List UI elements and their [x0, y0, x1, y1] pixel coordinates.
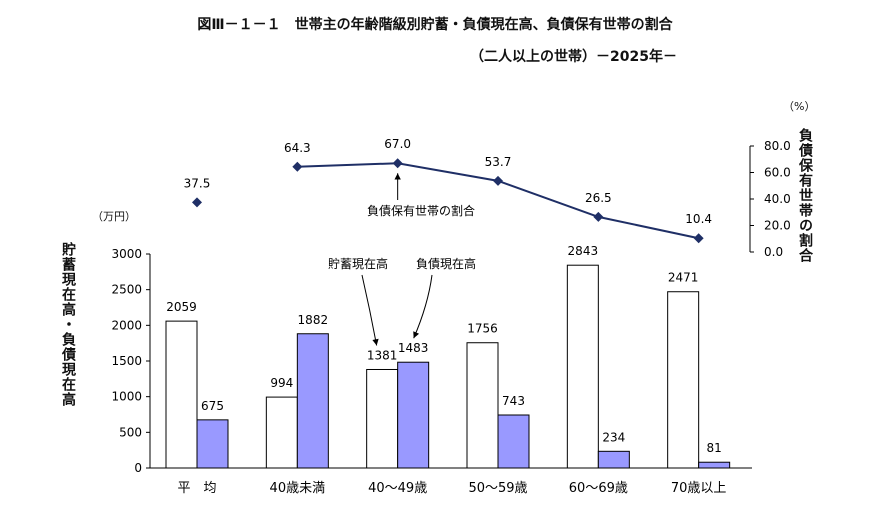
bar-debt-label: 234: [602, 430, 625, 444]
bar-savings-label: 994: [270, 376, 293, 390]
category-label: 40歳未満: [270, 481, 326, 496]
bar-savings: [366, 368, 399, 469]
ratio-point: [292, 161, 303, 172]
bar-debt: [296, 333, 329, 469]
ratio-point: [693, 233, 704, 244]
bar-debt: [397, 361, 430, 469]
category-label: 40～49歳: [368, 481, 427, 496]
bar-savings-label: 1756: [467, 322, 498, 336]
bar-debt-label: 743: [502, 394, 525, 408]
ratio-point: [593, 211, 604, 222]
annotation-savings-arrowhead: [372, 338, 379, 346]
left-tick-label: 3000: [111, 247, 142, 261]
left-axis-label: 貯蓄現在高・負債現在高: [60, 242, 76, 407]
ratio-point: [192, 197, 202, 208]
bar-debt: [497, 414, 530, 469]
right-tick-label: 80.0: [764, 139, 791, 153]
ratio-label: 26.5: [585, 191, 612, 205]
right-tick-label: 60.0: [764, 166, 791, 180]
category-label: 50～59歳: [468, 481, 527, 496]
left-tick-label: 500: [119, 425, 142, 439]
category-label: 60～69歳: [569, 481, 628, 496]
ratio-label: 10.4: [685, 212, 712, 226]
ratio-point: [392, 158, 403, 169]
annotation-debt-arrow: [413, 274, 433, 339]
ratio-label: 64.3: [284, 141, 311, 155]
ratio-label: 67.0: [384, 137, 411, 151]
bar-savings: [566, 264, 599, 469]
right-tick-label: 40.0: [764, 192, 791, 206]
bar-debt: [196, 419, 229, 469]
left-tick-label: 2500: [111, 283, 142, 297]
left-tick-label: 0: [134, 461, 142, 475]
category-label: 平 均: [177, 481, 216, 496]
bar-debt-label: 1882: [298, 313, 329, 327]
annotation-ratio-arrowhead: [394, 173, 401, 180]
bar-savings: [265, 396, 298, 469]
annotation-savings-arrow: [361, 274, 378, 346]
bar-savings-label: 1381: [367, 348, 398, 362]
annotation-debt-arrowhead: [413, 331, 420, 339]
ratio-label: 53.7: [485, 155, 512, 169]
bar-savings-label: 2471: [668, 271, 699, 285]
bar-savings: [667, 291, 700, 469]
bar-debt: [698, 461, 731, 469]
bar-debt-label: 675: [201, 399, 224, 413]
bar-debt: [597, 450, 630, 469]
right-axis-label: 負債保有世帯の割合: [797, 128, 813, 263]
chart-subtitle: （二人以上の世帯）－2025年－: [470, 49, 677, 65]
bar-savings: [165, 320, 198, 469]
left-axis-unit: （万円）: [92, 210, 136, 223]
annotation-ratio-text: 負債保有世帯の割合: [367, 203, 475, 218]
bar-savings-label: 2843: [568, 244, 599, 258]
right-tick-label: 20.0: [764, 219, 791, 233]
chart-title: 図Ⅲ－１－１ 世帯主の年齢階級別貯蓄・負債現在高、負債保有世帯の割合: [197, 17, 673, 33]
annotation-savings-text: 貯蓄現在高: [328, 256, 388, 271]
left-tick-label: 2000: [111, 318, 142, 332]
ratio-point: [493, 175, 503, 186]
right-tick-label: 0.0: [764, 245, 783, 259]
right-axis-unit: （%）: [783, 100, 816, 113]
ratio-label: 37.5: [184, 176, 211, 190]
bar-debt-label: 1483: [398, 341, 429, 355]
ratio-line: [297, 162, 699, 240]
annotation-debt-text: 負債現在高: [416, 256, 476, 271]
bar-savings-label: 2059: [166, 300, 197, 314]
bar-debt-label: 81: [707, 441, 722, 455]
left-tick-label: 1500: [111, 354, 142, 368]
category-label: 70歳以上: [671, 481, 727, 496]
bar-savings: [466, 342, 499, 469]
left-tick-label: 1000: [111, 390, 142, 404]
